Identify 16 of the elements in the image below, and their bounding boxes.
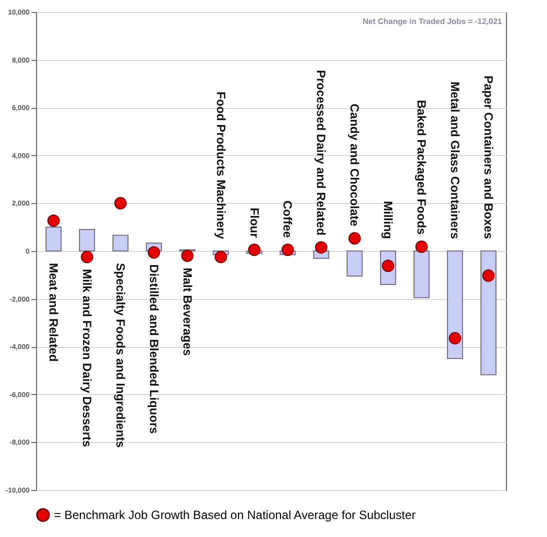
x-tick-label: Meat and Related bbox=[46, 263, 61, 362]
x-tick-label: Coffee bbox=[280, 200, 295, 238]
x-tick-label: Food Products Machinery bbox=[214, 92, 228, 240]
x-tick-label: Metal and Glass Containers bbox=[448, 82, 462, 240]
x-tick-label: Candy and Chocolate bbox=[348, 104, 362, 227]
x-tick-label: Flour bbox=[247, 208, 262, 238]
x-tick-label: Malt Beverages bbox=[180, 268, 194, 356]
x-tick-label: Baked Packaged Foods bbox=[414, 100, 429, 236]
x-tick-label: Specialty Foods and Ingredients bbox=[113, 263, 128, 448]
x-tick-label: Milk and Frozen Dairy Desserts bbox=[80, 268, 94, 448]
x-tick-label: Milling bbox=[381, 201, 396, 239]
x-tick-label: Paper Containers and Boxes bbox=[481, 76, 496, 240]
x-tick-label: Processed Dairy and Related bbox=[314, 70, 328, 236]
annotation: Net Change in Traded Jobs = -12,021 bbox=[362, 17, 503, 26]
x-tick-label: Distilled and Blended Liquors bbox=[146, 264, 161, 434]
legend-label: = Benchmark Job Growth Based on National Average for Subcluster bbox=[54, 508, 416, 522]
